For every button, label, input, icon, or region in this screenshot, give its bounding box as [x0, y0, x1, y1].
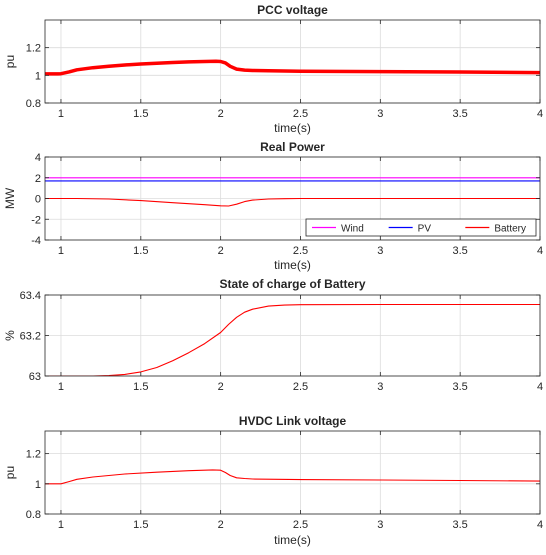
chart-title: PCC voltage: [257, 3, 328, 17]
x-tick-label: 2: [218, 519, 224, 531]
x-tick-label: 2: [218, 108, 224, 120]
series-line: [45, 469, 540, 485]
x-tick-label: 1.5: [133, 519, 148, 531]
chart-panel-3: 1 1.5 2 2.5 3 3.5 4 63 63.2 63.4 State of charge o…: [3, 277, 543, 393]
x-tick-label: 3.5: [453, 245, 468, 257]
y-tick-label: 4: [35, 152, 41, 164]
x-tick-label: 2: [218, 245, 224, 257]
axes-frame: [44, 19, 541, 104]
x-tick-label: 3.5: [453, 381, 468, 393]
x-tick-label: 4: [537, 245, 543, 257]
x-tick-label: 1.5: [133, 381, 148, 393]
y-axis-label: pu: [3, 55, 17, 68]
y-tick-label: 0.8: [26, 98, 41, 110]
x-tick-label: 3: [377, 108, 383, 120]
x-tick-label: 2.5: [293, 108, 308, 120]
x-tick-label: 2.5: [293, 381, 308, 393]
legend-box: [305, 218, 537, 237]
y-tick-label: 0: [35, 194, 41, 206]
y-tick-label: 1.2: [26, 43, 41, 55]
x-tick-label: 4: [537, 108, 543, 120]
x-tick-label: 3.5: [453, 108, 468, 120]
x-tick-label: 1: [58, 381, 64, 393]
y-tick-label: 0.8: [26, 509, 41, 521]
chart-title: Real Power: [260, 140, 325, 154]
y-axis-label: MW: [3, 187, 17, 209]
y-tick-label: 1.2: [26, 449, 41, 461]
y-axis-label: pu: [3, 466, 17, 479]
x-tick-label: 3: [377, 381, 383, 393]
chart-panel-4: 1 1.5 2 2.5 3 3.5 4 0.8 1 1.2 HVDC Link voltage tim…: [3, 414, 543, 547]
chart-title: State of charge of Battery: [219, 277, 365, 291]
x-tick-label: 3: [377, 519, 383, 531]
y-tick-label: -4: [31, 235, 41, 247]
x-tick-label: 4: [537, 381, 543, 393]
plot-area: [45, 431, 540, 514]
series-line: [45, 59, 540, 76]
legend: Wind PV Battery: [305, 218, 537, 237]
y-tick-label: 2: [35, 173, 41, 185]
legend-label-battery: Battery: [494, 224, 526, 235]
x-tick-label: 1: [58, 108, 64, 120]
y-tick-label: 63.4: [20, 290, 41, 302]
x-tick-label: 4: [537, 519, 543, 531]
plot-area: [45, 20, 540, 103]
y-tick-label: -2: [31, 214, 41, 226]
y-tick-label: 1: [35, 479, 41, 491]
x-tick-label: 3.5: [453, 519, 468, 531]
y-tick-label: 1: [35, 70, 41, 82]
y-tick-label: 63.2: [20, 331, 41, 343]
x-tick-label: 1.5: [133, 108, 148, 120]
x-tick-label: 1: [58, 245, 64, 257]
x-axis-label: time(s): [274, 121, 311, 135]
series-line: [45, 303, 540, 376]
x-tick-label: 3: [377, 245, 383, 257]
x-tick-label: 2.5: [293, 519, 308, 531]
legend-label-wind: Wind: [341, 224, 364, 235]
chart-panel-1: 1 1.5 2 2.5 3 3.5 4 0.8 1 1.2 PCC voltage time(s) pu: [3, 3, 543, 135]
x-tick-label: 2.5: [293, 245, 308, 257]
chart-title: HVDC Link voltage: [239, 414, 347, 428]
y-tick-label: 63: [29, 371, 41, 383]
x-axis-label: time(s): [274, 533, 311, 547]
axes-frame: [44, 430, 541, 515]
x-axis-label: time(s): [274, 258, 311, 272]
x-tick-label: 1.5: [133, 245, 148, 257]
x-tick-label: 1: [58, 519, 64, 531]
y-axis-label: %: [3, 330, 17, 341]
x-tick-label: 2: [218, 381, 224, 393]
legend-label-pv: PV: [418, 224, 432, 235]
series-line-battery: [45, 197, 540, 207]
chart-panel-2: 1 1.5 2 2.5 3 3.5 4 -4 -2 0 2 4 Real Power time(s) MW W…: [3, 140, 543, 272]
